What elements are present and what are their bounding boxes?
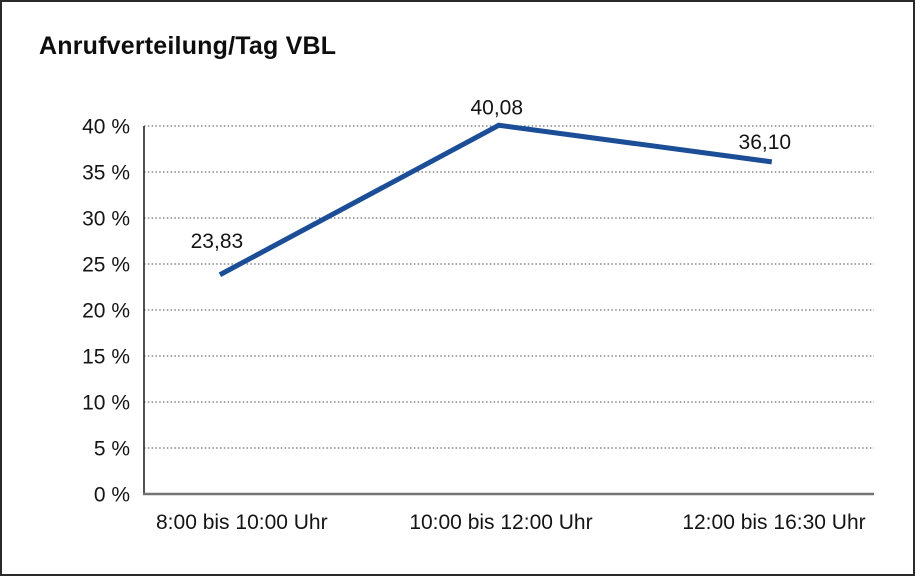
y-axis-tick-label: 30 %	[82, 208, 130, 231]
y-axis-tick-label: 10 %	[82, 392, 130, 415]
data-point-label: 36,10	[739, 131, 792, 154]
y-axis-tick-label: 20 %	[82, 300, 130, 323]
chart-title: Anrufverteilung/Tag VBL	[39, 32, 337, 60]
data-point-label: 40,08	[470, 96, 523, 119]
x-axis-category-label: 10:00 bis 12:00 Uhr	[409, 511, 592, 534]
y-axis-tick-label: 25 %	[82, 254, 130, 277]
y-axis-tick-label: 35 %	[82, 162, 130, 185]
data-series-line	[218, 122, 773, 277]
x-axis-category-label: 8:00 bis 10:00 Uhr	[156, 511, 328, 534]
x-axis-category-label: 12:00 bis 16:30 Uhr	[682, 511, 865, 534]
y-axis-tick-label: 15 %	[82, 346, 130, 369]
data-point-label: 23,83	[191, 230, 244, 253]
y-axis-tick-label: 5 %	[94, 438, 130, 461]
y-axis-tick-label: 40 %	[82, 116, 130, 139]
y-axis-tick-label: 0 %	[94, 484, 130, 507]
